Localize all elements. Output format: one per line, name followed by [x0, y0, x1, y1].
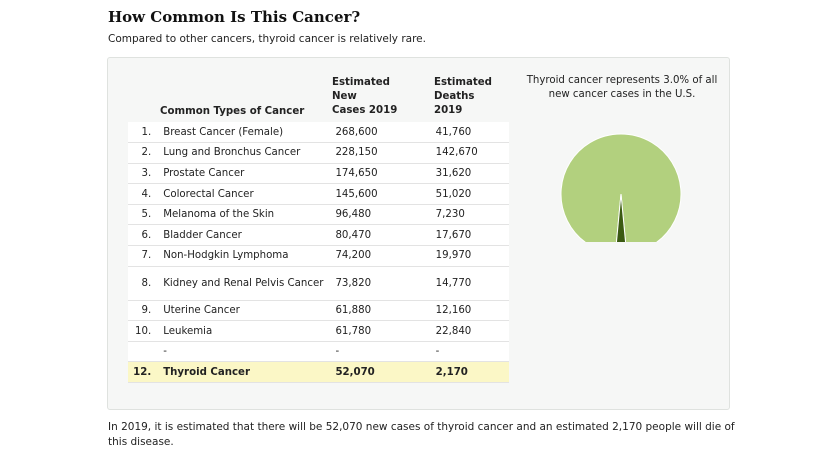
row-new-cases: 268,600 — [329, 122, 430, 144]
row-deaths: - — [429, 341, 509, 363]
col-header-cancer-type: Common Types of Cancer — [160, 106, 305, 117]
row-cancer-name: Prostate Cancer — [157, 163, 330, 185]
row-cancer-name: Bladder Cancer — [157, 224, 330, 247]
row-cancer-name: - — [157, 341, 330, 363]
row-rank: 8. — [128, 266, 158, 301]
row-deaths: 51,020 — [429, 183, 509, 205]
row-new-cases: 61,780 — [329, 320, 430, 342]
row-deaths: 19,970 — [429, 245, 509, 267]
row-deaths: 14,770 — [429, 266, 509, 301]
row-cancer-name: Melanoma of the Skin — [157, 204, 330, 226]
table-row: 4. Colorectal Cancer 145,600 51,020 — [128, 183, 509, 205]
row-new-cases: 52,070 — [329, 361, 430, 384]
row-rank: 2. — [128, 142, 158, 164]
pie-title: Thyroid cancer represents 3.0% of all ne… — [526, 75, 718, 100]
row-new-cases: 96,480 — [329, 204, 430, 226]
row-rank: 10. — [128, 320, 158, 342]
table-row: 1. Breast Cancer (Female) 268,600 41,760 — [128, 122, 509, 144]
col-header-deaths: Estimated Deaths 2019 — [434, 77, 492, 116]
row-deaths: 41,760 — [429, 122, 509, 144]
row-new-cases: 228,150 — [329, 142, 430, 164]
page-subtitle: Compared to other cancers, thyroid cance… — [108, 33, 426, 45]
row-new-cases: 73,820 — [329, 266, 430, 301]
row-new-cases: - — [329, 341, 430, 363]
cancer-stats-table: 1. Breast Cancer (Female) 268,600 41,760… — [128, 122, 509, 384]
row-deaths: 2,170 — [429, 361, 509, 384]
row-cancer-name: Leukemia — [157, 320, 330, 342]
table-row: 9. Uterine Cancer 61,880 12,160 — [128, 300, 509, 322]
stats-panel: Common Types of Cancer Estimated New Cas… — [107, 57, 730, 410]
table-row-highlight: 12. Thyroid Cancer 52,070 2,170 — [128, 361, 509, 384]
table-row: 10. Leukemia 61,780 22,840 — [128, 320, 509, 342]
table-row: - - - — [128, 341, 509, 363]
row-cancer-name: Colorectal Cancer — [157, 183, 330, 205]
row-rank: 3. — [128, 163, 158, 185]
row-deaths: 22,840 — [429, 320, 509, 342]
row-rank: 5. — [128, 204, 158, 226]
table-row: 2. Lung and Bronchus Cancer 228,150 142,… — [128, 142, 509, 164]
row-cancer-name: Thyroid Cancer — [157, 361, 330, 384]
row-new-cases: 80,470 — [329, 224, 430, 247]
row-deaths: 31,620 — [429, 163, 509, 185]
footer-note: In 2019, it is estimated that there will… — [108, 421, 735, 448]
row-cancer-name: Lung and Bronchus Cancer — [157, 142, 330, 164]
row-new-cases: 61,880 — [329, 300, 430, 322]
row-deaths: 142,670 — [429, 142, 509, 164]
row-rank: 9. — [128, 300, 158, 322]
row-rank: 4. — [128, 183, 158, 205]
row-deaths: 7,230 — [429, 204, 509, 226]
row-new-cases: 174,650 — [329, 163, 430, 185]
pie-slice-thyroid-cancer — [615, 193, 627, 242]
row-cancer-name: Uterine Cancer — [157, 300, 330, 322]
col-header-new-cases: Estimated New Cases 2019 — [332, 77, 398, 116]
pie-chart: 3.0% — [560, 133, 682, 242]
row-rank: 12. — [128, 361, 158, 384]
row-rank: 7. — [128, 245, 158, 267]
table-row: 6. Bladder Cancer 80,470 17,670 — [128, 224, 509, 247]
table-row: 5. Melanoma of the Skin 96,480 7,230 — [128, 204, 509, 226]
row-new-cases: 74,200 — [329, 245, 430, 267]
row-rank: 6. — [128, 224, 158, 247]
row-rank: 1. — [128, 122, 158, 144]
row-deaths: 12,160 — [429, 300, 509, 322]
row-cancer-name: Kidney and Renal Pelvis Cancer — [157, 266, 330, 301]
table-row: 7. Non-Hodgkin Lymphoma 74,200 19,970 — [128, 245, 509, 267]
table-row: 3. Prostate Cancer 174,650 31,620 — [128, 163, 509, 185]
page-title: How Common Is This Cancer? — [108, 8, 361, 26]
row-cancer-name: Non-Hodgkin Lymphoma — [157, 245, 330, 267]
pie-slice-other-cancers — [560, 133, 682, 242]
row-new-cases: 145,600 — [329, 183, 430, 205]
row-rank — [128, 341, 158, 363]
row-cancer-name: Breast Cancer (Female) — [157, 122, 330, 144]
table-row: 8. Kidney and Renal Pelvis Cancer 73,820… — [128, 266, 509, 301]
row-deaths: 17,670 — [429, 224, 509, 247]
